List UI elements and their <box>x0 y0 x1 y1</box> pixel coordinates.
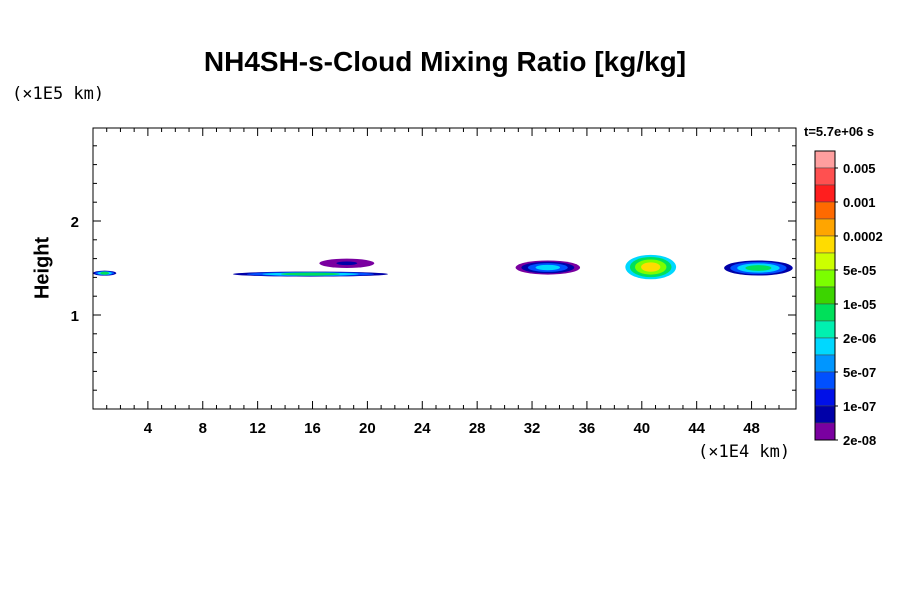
x-axis-unit: (×1E4 km) <box>698 442 791 462</box>
x-tick-label: 28 <box>469 420 486 437</box>
x-tick-label: 4 <box>144 420 153 437</box>
colorbar-swatch <box>814 337 836 356</box>
x-tick-label: 8 <box>199 420 207 437</box>
x-tick-label: 12 <box>249 420 266 437</box>
x-tick-label: 32 <box>524 420 541 437</box>
cloud-patch <box>100 271 110 275</box>
colorbar-label: 0.0002 <box>843 229 883 244</box>
cloud-patch <box>745 265 772 271</box>
colorbar-swatch <box>814 422 836 441</box>
colorbar-swatch <box>814 218 836 237</box>
cloud-patch <box>535 264 561 271</box>
colorbar-swatch <box>814 184 836 203</box>
colorbar-label: 0.001 <box>843 195 876 210</box>
chart-title: NH4SH-s-Cloud Mixing Ratio [kg/kg] <box>203 46 687 77</box>
colorbar-swatch <box>814 201 836 220</box>
colorbar-label: 1e-07 <box>843 399 876 414</box>
cloud-patch <box>641 262 661 272</box>
colorbar-swatch <box>814 388 836 407</box>
colorbar-swatch <box>814 303 836 322</box>
colorbar-label: 0.005 <box>843 161 876 176</box>
cloud-patch <box>281 272 340 276</box>
cloud-field <box>93 254 793 280</box>
colorbar-swatch <box>814 320 836 339</box>
colorbar-swatch <box>814 405 836 424</box>
x-tick-label: 16 <box>304 420 321 437</box>
time-label: t=5.7e+06 s <box>804 124 875 139</box>
colorbar-swatch <box>814 286 836 305</box>
colorbar-label: 5e-07 <box>843 365 876 380</box>
colorbar-swatch <box>814 371 836 390</box>
colorbar-label: 2e-06 <box>843 331 876 346</box>
x-tick-label: 48 <box>743 420 760 437</box>
colorbar-label: 1e-05 <box>843 297 876 312</box>
y-axis-unit: (×1E5 km) <box>12 84 105 104</box>
y-tick-label: 2 <box>71 214 79 231</box>
colorbar-swatch <box>814 167 836 186</box>
colorbar-swatch <box>814 252 836 271</box>
colorbar-swatch <box>814 269 836 288</box>
x-tick-label: 36 <box>579 420 596 437</box>
x-tick-label: 44 <box>688 420 705 437</box>
colorbar-swatch <box>814 235 836 254</box>
colorbar-frame <box>814 150 836 441</box>
plot-frame <box>92 127 797 410</box>
colorbar-swatch <box>814 150 836 169</box>
y-tick-label: 1 <box>71 308 79 325</box>
colorbar: 0.005 0.001 0.0002 5e-05 1e-05 2e-06 5e-07 1e-0… <box>814 150 883 448</box>
cloud-patch <box>336 261 358 266</box>
colorbar-label: 5e-05 <box>843 263 876 278</box>
x-tick-label: 24 <box>414 420 431 437</box>
colorbar-swatch <box>814 354 836 373</box>
x-tick-label: 40 <box>633 420 650 437</box>
x-tick-label: 20 <box>359 420 376 437</box>
colorbar-label: 2e-08 <box>843 433 876 448</box>
